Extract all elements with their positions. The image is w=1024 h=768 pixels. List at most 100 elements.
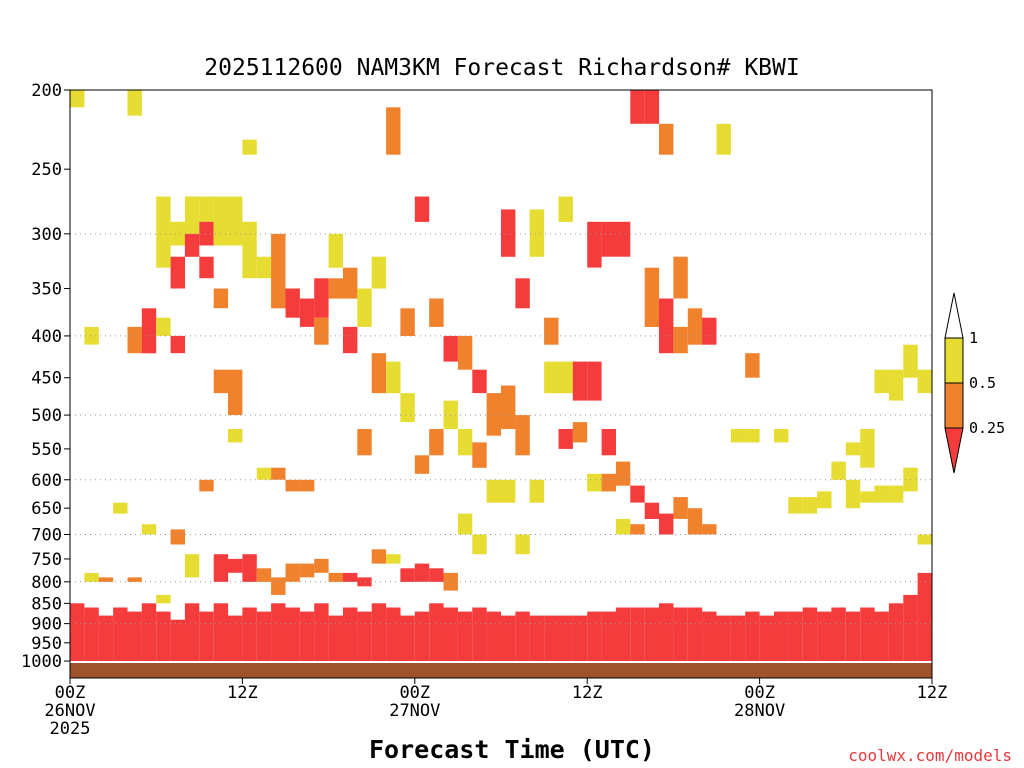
- heatmap-cell: [357, 288, 372, 327]
- heatmap-cell: [429, 568, 444, 582]
- heatmap-cell: [515, 415, 530, 456]
- heatmap-cell: [630, 607, 645, 661]
- heatmap-cell: [673, 326, 688, 354]
- heatmap-cell: [486, 479, 501, 503]
- heatmap-cell: [156, 611, 171, 661]
- heatmap-cell: [587, 361, 602, 401]
- heatmap-cell: [256, 611, 272, 661]
- heatmap-cell: [917, 572, 932, 661]
- heatmap-cell: [314, 603, 329, 661]
- heatmap-cell: [601, 473, 616, 492]
- heatmap-cell: [400, 393, 415, 423]
- heatmap-cell: [328, 233, 343, 268]
- heatmap-cell: [702, 524, 717, 535]
- heatmap-cell: [745, 429, 760, 443]
- heatmap-cell: [472, 369, 487, 394]
- heatmap-cell: [199, 256, 214, 279]
- heatmap-cell: [256, 256, 272, 279]
- heatmap-cell: [170, 335, 185, 354]
- heatmap-cell: [156, 317, 171, 336]
- heatmap-cell: [314, 317, 329, 345]
- colorbar-legend: 1 0.5 0.25: [944, 292, 1005, 474]
- heatmap-cell: [874, 485, 889, 503]
- plot-cells: [70, 90, 932, 678]
- y-tick-label: 700: [31, 526, 62, 546]
- heatmap-cell: [659, 513, 674, 535]
- heatmap-cell: [615, 518, 631, 535]
- heatmap-cell: [357, 611, 372, 661]
- heatmap-cell: [845, 479, 861, 509]
- colorbar-tick-label: 0.5: [969, 374, 996, 392]
- heatmap-cell: [84, 326, 99, 345]
- heatmap-cell: [429, 429, 444, 456]
- heatmap-cell: [443, 335, 458, 362]
- heatmap-cell: [888, 603, 904, 661]
- heatmap-cell: [673, 256, 688, 299]
- heatmap-cell: [242, 554, 257, 582]
- heatmap-cell: [917, 534, 932, 545]
- heatmap-cell: [170, 529, 185, 545]
- heatmap-cell: [501, 615, 516, 661]
- heatmap-cell: [544, 361, 559, 394]
- heatmap-cell: [472, 607, 487, 661]
- heatmap-cell: [644, 90, 660, 124]
- heatmap-cell: [314, 278, 329, 318]
- colorbar-segment: [944, 337, 964, 384]
- colorbar-top-triangle: [944, 292, 964, 339]
- heatmap-cell: [184, 233, 200, 257]
- y-tick-label: 550: [31, 440, 62, 460]
- heatmap-cell: [328, 278, 343, 299]
- heatmap-cell: [659, 298, 674, 354]
- heatmap-cell: [141, 603, 157, 661]
- heatmap-cell: [529, 209, 545, 257]
- heatmap-cell: [400, 308, 415, 336]
- heatmap-cell: [817, 491, 832, 509]
- heatmap-cell: [716, 615, 731, 661]
- heatmap-cell: [299, 298, 315, 327]
- heatmap-cell: [673, 497, 688, 519]
- heatmap-cell: [184, 196, 200, 234]
- heatmap-cell: [817, 611, 832, 661]
- heatmap-cell: [84, 607, 99, 661]
- y-tick-label: 450: [31, 369, 62, 389]
- y-tick-label: 650: [31, 499, 62, 519]
- y-tick-label: 1000: [21, 652, 62, 672]
- heatmap-cell: [572, 422, 588, 443]
- heatmap-cell: [141, 524, 157, 535]
- heatmap-cell: [457, 513, 473, 535]
- heatmap-cell: [860, 491, 875, 503]
- heatmap-cell: [285, 563, 300, 582]
- x-tick-label: 2025: [50, 719, 91, 739]
- heatmap-cell: [98, 615, 114, 661]
- x-tick-label: 00Z: [744, 683, 775, 703]
- heatmap-cell: [400, 568, 415, 582]
- heatmap-cell: [774, 429, 789, 443]
- y-tick-label: 900: [31, 615, 62, 635]
- heatmap-cell: [529, 479, 545, 503]
- heatmap-cell: [127, 326, 142, 354]
- heatmap-cell: [371, 256, 387, 289]
- heatmap-cell: [587, 473, 602, 492]
- heatmap-cell: [917, 369, 932, 394]
- heatmap-cell: [328, 572, 343, 582]
- heatmap-cell: [888, 369, 904, 401]
- heatmap-cell: [515, 611, 530, 661]
- heatmap-cell: [529, 615, 545, 661]
- heatmap-cell: [659, 123, 674, 155]
- heatmap-cell: [558, 429, 573, 449]
- heatmap-cell: [429, 298, 444, 327]
- heatmap-cell: [170, 619, 185, 661]
- heatmap-cell: [213, 603, 229, 661]
- heatmap-cell: [788, 611, 803, 661]
- heatmap-cell: [127, 611, 142, 661]
- heatmap-cell: [802, 497, 818, 514]
- colorbar-tick-label: 0.25: [969, 419, 1005, 437]
- x-tick-label: 27NOV: [389, 701, 440, 721]
- x-tick-label: 00Z: [55, 683, 86, 703]
- heatmap-cell: [400, 615, 415, 661]
- y-tick-label: 500: [31, 406, 62, 426]
- heatmap-cell: [386, 554, 401, 564]
- heatmap-cell: [228, 369, 243, 416]
- heatmap-cell: [256, 568, 272, 582]
- heatmap-cell: [457, 611, 473, 661]
